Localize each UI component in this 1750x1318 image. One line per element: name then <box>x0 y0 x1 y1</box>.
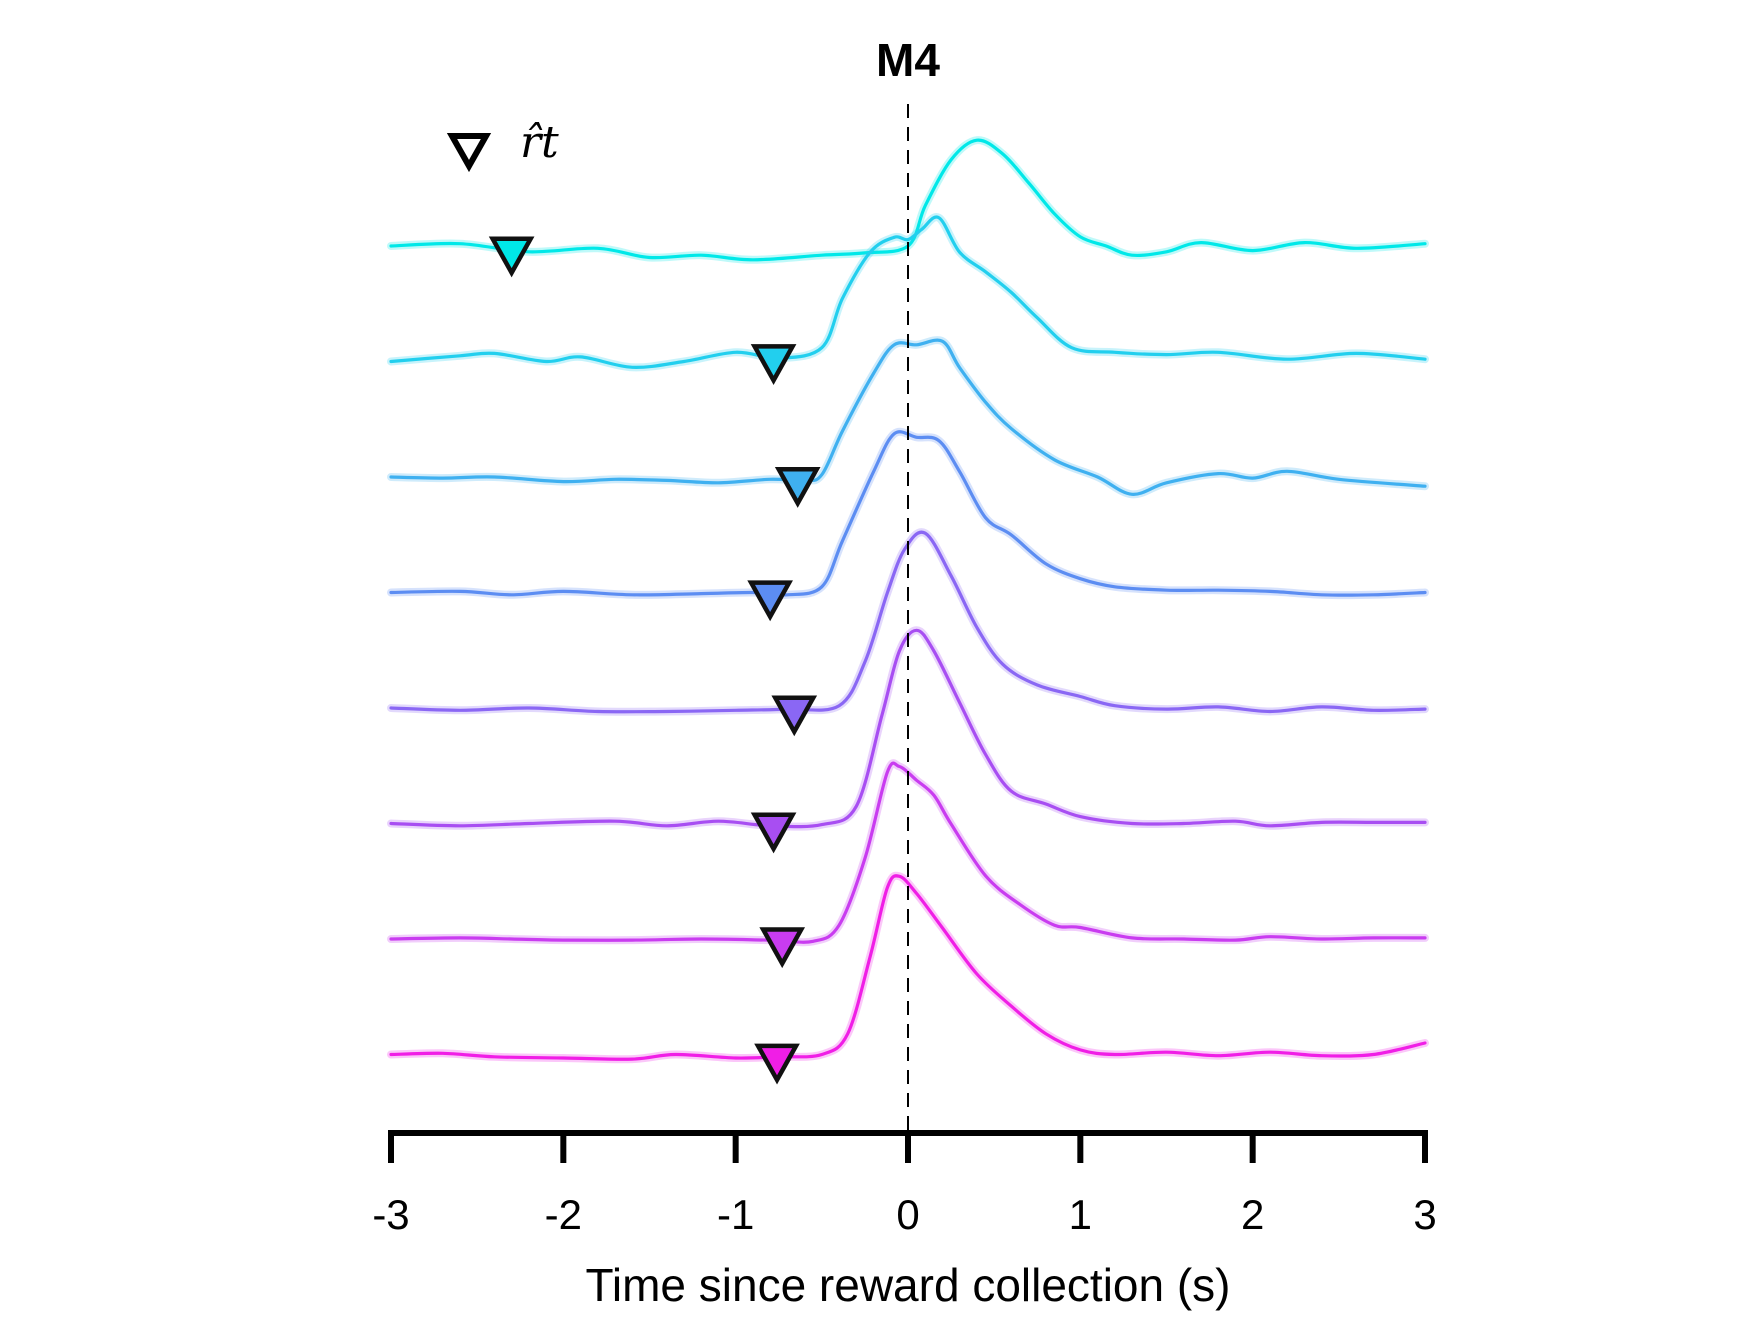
trace-line-7 <box>389 761 1427 944</box>
rt-marker-3 <box>774 466 821 508</box>
x-tick-label-3: 0 <box>896 1191 919 1238</box>
traces-layer <box>387 136 1429 1064</box>
legend-marker-icon <box>446 133 492 173</box>
trace-line-5 <box>389 530 1427 714</box>
x-tick-label-5: 2 <box>1241 1191 1264 1238</box>
rt-marker-2 <box>750 344 797 385</box>
legend-label: r̂t <box>520 117 559 168</box>
x-tick-label-1: -2 <box>545 1191 582 1238</box>
rt-marker-7 <box>759 927 806 969</box>
x-axis-label: Time since reward collection (s) <box>585 1259 1230 1311</box>
trace-line-3 <box>389 338 1427 496</box>
rt-marker-4 <box>747 580 793 622</box>
trace-line-8 <box>389 874 1427 1061</box>
x-tick-label-0: -3 <box>372 1191 409 1238</box>
x-tick-label-2: -1 <box>717 1191 754 1238</box>
trace-line-2 <box>389 215 1427 369</box>
x-tick-label-6: 3 <box>1413 1191 1436 1238</box>
rt-marker-5 <box>771 695 818 737</box>
x-tick-label-4: 1 <box>1069 1191 1092 1238</box>
markers-layer <box>488 236 821 1085</box>
legend: r̂t <box>446 117 559 173</box>
rt-marker-6 <box>750 812 797 854</box>
x-axis: -3 -2 -1 0 1 2 3 <box>372 1130 1437 1238</box>
rt-marker-8 <box>754 1043 800 1085</box>
trace-line-4 <box>389 430 1427 597</box>
trace-line-6 <box>389 628 1427 829</box>
trace-line-1 <box>389 138 1427 262</box>
x-ticks: -3 -2 -1 0 1 2 3 <box>372 1130 1437 1238</box>
chart-title: M4 <box>876 34 940 86</box>
rt-marker-1 <box>488 236 535 278</box>
